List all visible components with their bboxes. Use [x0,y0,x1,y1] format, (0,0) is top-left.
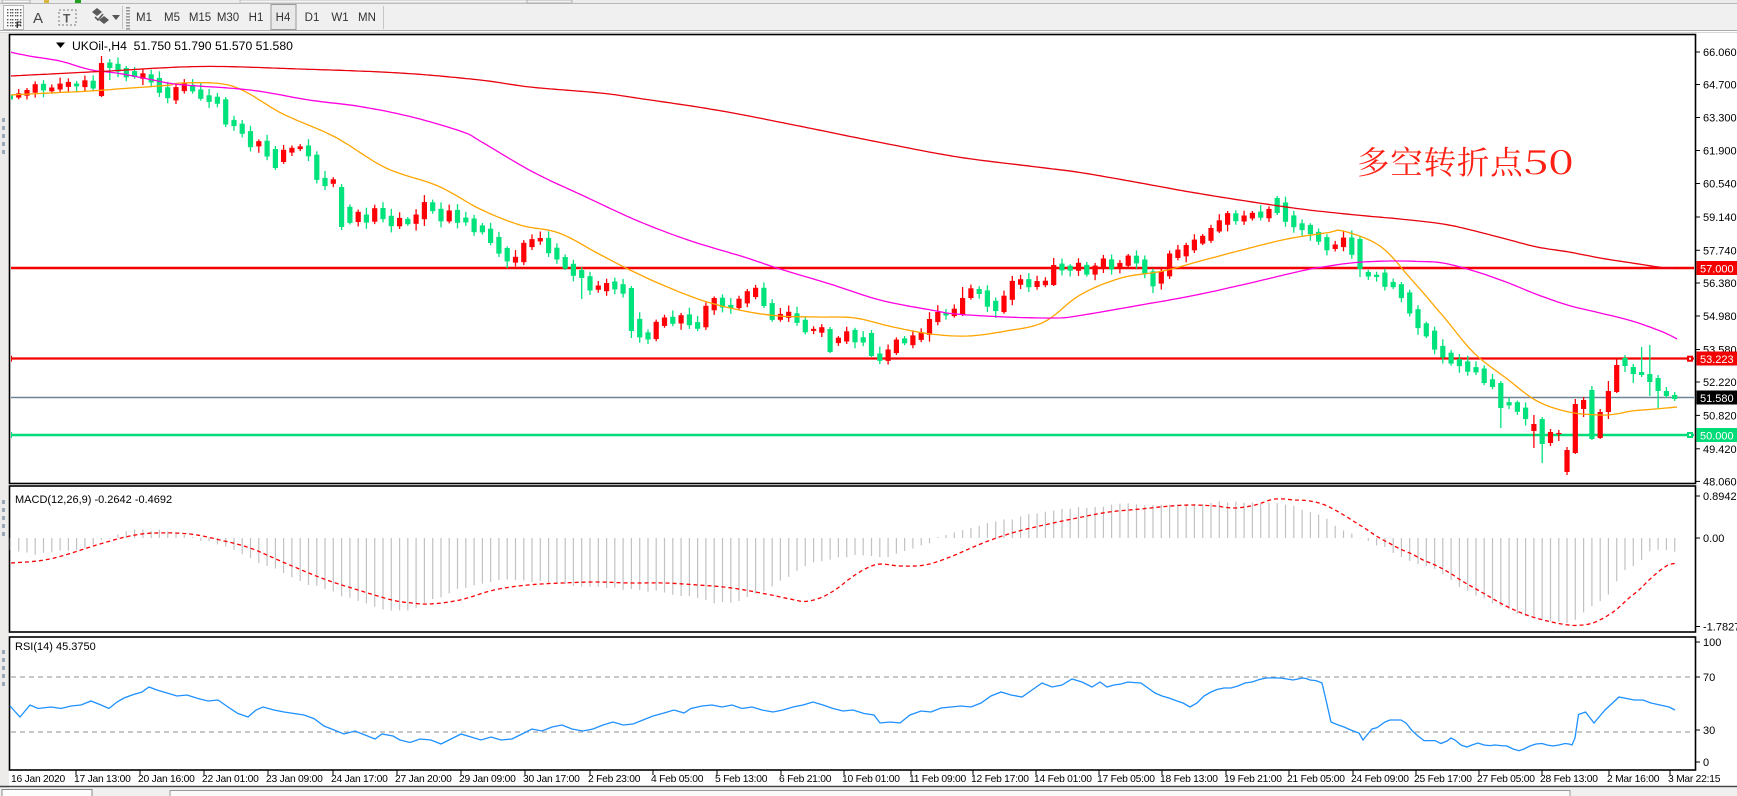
svg-text:16 Jan 2020: 16 Jan 2020 [11,774,65,785]
svg-text:M1: M1 [136,12,152,24]
svg-text:24 Jan 17:00: 24 Jan 17:00 [331,774,388,785]
svg-text:5 Feb 13:00: 5 Feb 13:00 [715,774,768,785]
svg-text:57.000: 57.000 [1700,264,1734,276]
svg-text:49.420: 49.420 [1703,444,1737,456]
svg-text:2 Mar 16:00: 2 Mar 16:00 [1607,774,1660,785]
svg-text:70: 70 [1703,672,1715,684]
svg-text:0.8942: 0.8942 [1703,491,1737,503]
svg-text:F: F [16,20,22,30]
svg-text:50.820: 50.820 [1703,410,1737,422]
svg-text:M30: M30 [217,12,239,24]
svg-text:0.00: 0.00 [1703,533,1724,545]
svg-text:53.223: 53.223 [1700,354,1734,366]
svg-text:MN: MN [358,12,376,24]
svg-text:51.580: 51.580 [1700,393,1734,405]
svg-text:RSI(14) 45.3750: RSI(14) 45.3750 [15,641,96,653]
svg-text:29 Jan 09:00: 29 Jan 09:00 [459,774,516,785]
svg-text:20 Jan 16:00: 20 Jan 16:00 [138,774,195,785]
svg-text:3 Mar 22:15: 3 Mar 22:15 [1668,774,1721,785]
svg-text:10 Feb 01:00: 10 Feb 01:00 [842,774,900,785]
svg-text:M15: M15 [189,12,211,24]
svg-text:63.300: 63.300 [1703,113,1737,125]
svg-text:UKOil-,H4 51.750 51.790 51.57: UKOil-,H4 51.750 51.790 51.570 51.580 [72,39,293,53]
svg-text:64.700: 64.700 [1703,80,1737,92]
svg-text:48.060: 48.060 [1703,476,1737,488]
svg-text:21 Feb 05:00: 21 Feb 05:00 [1287,774,1345,785]
svg-text:12 Feb 17:00: 12 Feb 17:00 [971,774,1029,785]
svg-text:MACD(12,26,9) -0.2642 -0.4692: MACD(12,26,9) -0.2642 -0.4692 [15,494,172,506]
svg-text:52.220: 52.220 [1703,377,1737,389]
svg-text:27 Feb 05:00: 27 Feb 05:00 [1477,774,1535,785]
svg-text:6 Feb 21:00: 6 Feb 21:00 [779,774,832,785]
svg-text:27 Jan 20:00: 27 Jan 20:00 [395,774,452,785]
svg-text:22 Jan 01:00: 22 Jan 01:00 [202,774,259,785]
svg-text:56.380: 56.380 [1703,278,1737,290]
svg-text:57.740: 57.740 [1703,245,1737,257]
svg-text:54.980: 54.980 [1703,311,1737,323]
svg-text:100: 100 [1703,637,1721,649]
svg-text:50.000: 50.000 [1700,431,1734,443]
svg-text:28 Feb 13:00: 28 Feb 13:00 [1540,774,1598,785]
svg-text:59.140: 59.140 [1703,212,1737,224]
svg-text:66.060: 66.060 [1703,47,1737,59]
svg-text:14 Feb 01:00: 14 Feb 01:00 [1034,774,1092,785]
svg-text:23 Jan 09:00: 23 Jan 09:00 [266,774,323,785]
svg-text:30: 30 [1703,725,1715,737]
svg-text:17 Feb 05:00: 17 Feb 05:00 [1097,774,1155,785]
svg-text:-1.7827: -1.7827 [1703,622,1737,634]
svg-text:H4: H4 [276,12,291,24]
svg-text:61.900: 61.900 [1703,146,1737,158]
svg-text:19 Feb 21:00: 19 Feb 21:00 [1224,774,1282,785]
svg-text:25 Feb 17:00: 25 Feb 17:00 [1414,774,1472,785]
svg-text:11 Feb 09:00: 11 Feb 09:00 [909,774,966,785]
svg-text:T: T [63,12,71,26]
svg-text:2 Feb 23:00: 2 Feb 23:00 [588,774,641,785]
svg-text:17 Jan 13:00: 17 Jan 13:00 [74,774,131,785]
svg-text:H1: H1 [249,12,264,24]
svg-text:24 Feb 09:00: 24 Feb 09:00 [1351,774,1409,785]
svg-text:W1: W1 [331,12,348,24]
svg-text:60.540: 60.540 [1703,179,1737,191]
svg-text:4 Feb 05:00: 4 Feb 05:00 [651,774,704,785]
svg-text:18 Feb 13:00: 18 Feb 13:00 [1160,774,1218,785]
svg-text:A: A [33,10,43,27]
svg-text:0: 0 [1703,757,1709,769]
svg-text:D1: D1 [305,12,320,24]
svg-text:M5: M5 [164,12,180,24]
svg-text:30 Jan 17:00: 30 Jan 17:00 [523,774,580,785]
